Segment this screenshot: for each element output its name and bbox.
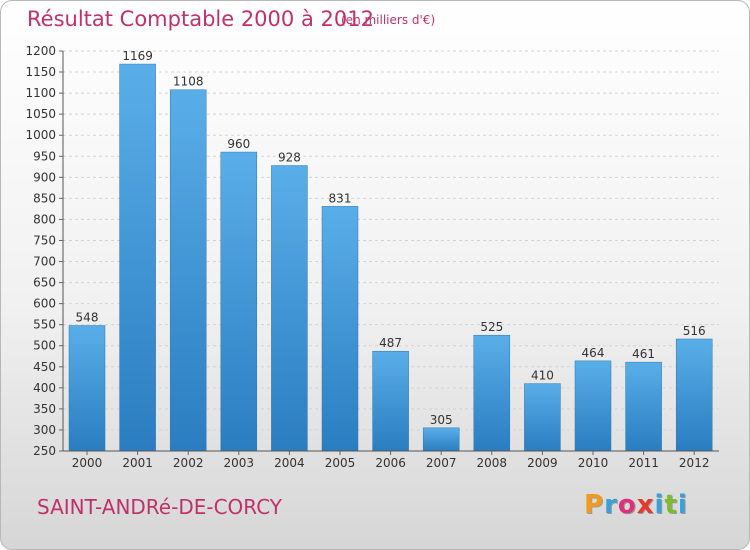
bar — [220, 151, 258, 452]
y-tick-label: 650 — [33, 276, 56, 290]
logo-letter: o — [617, 490, 637, 520]
y-tick-label: 450 — [33, 360, 56, 374]
x-tick-label: 2003 — [224, 456, 255, 470]
commune-name: SAINT-ANDRé-DE-CORCY — [37, 495, 283, 519]
x-tick-label: 2000 — [72, 456, 103, 470]
bars: 548 1169 1108 960 928 831 487 305 525 410 464 461 51… — [68, 49, 713, 452]
y-tick-label: 900 — [33, 170, 56, 184]
y-tick-label: 1100 — [25, 86, 56, 100]
y-tick-label: 600 — [33, 297, 56, 311]
chart-subtitle: (en milliers d'€) — [341, 13, 436, 27]
y-tick-label: 700 — [33, 255, 56, 269]
bar-value-label: 960 — [227, 137, 250, 151]
proxiti-logo: Proxiti — [584, 490, 688, 520]
x-tick-label: 2002 — [173, 456, 204, 470]
bar — [524, 383, 561, 452]
y-tick-label: 500 — [33, 339, 56, 353]
bar — [422, 427, 460, 452]
bar — [372, 350, 409, 452]
bar-value-label: 464 — [582, 346, 605, 360]
x-tick-label: 2012 — [679, 456, 710, 470]
bar-value-label: 831 — [329, 191, 352, 205]
bar — [321, 206, 359, 452]
logo-letter: i — [677, 490, 688, 520]
x-tick-label: 2008 — [477, 456, 508, 470]
y-tick-label: 800 — [33, 212, 56, 226]
y-tick-label: 350 — [33, 402, 56, 416]
bar — [169, 89, 207, 452]
y-tick-label: 250 — [33, 444, 56, 458]
y-tick-label: 550 — [33, 318, 56, 332]
x-axis: 2000 2001 2002 2003 2004 2005 2006 2007 2008 2009… — [63, 450, 719, 470]
bar-value-label: 516 — [683, 324, 706, 338]
bar-value-label: 305 — [430, 413, 453, 427]
y-tick-label: 1000 — [25, 128, 56, 142]
y-tick-label: 1050 — [25, 107, 56, 121]
bar-value-label: 548 — [76, 311, 99, 325]
bar-value-label: 525 — [480, 320, 503, 334]
bar-value-label: 928 — [278, 151, 301, 165]
bar — [574, 360, 612, 452]
bar-value-label: 410 — [531, 369, 554, 383]
y-tick-label: 1200 — [25, 44, 56, 58]
chart-title: Résultat Comptable 2000 à 2012 — [27, 7, 374, 31]
bar — [675, 338, 713, 452]
x-tick-label: 2011 — [628, 456, 659, 470]
y-tick-label: 1150 — [25, 65, 56, 79]
y-axis: 250 300 350 400 450 500 550 600 650 700 750 800 850 9… — [25, 44, 64, 458]
bar — [271, 165, 308, 452]
y-tick-label: 400 — [33, 381, 56, 395]
x-tick-label: 2009 — [527, 456, 558, 470]
x-tick-label: 2007 — [426, 456, 457, 470]
y-tick-label: 300 — [33, 423, 56, 437]
bar — [625, 361, 662, 452]
x-tick-label: 2004 — [274, 456, 305, 470]
y-tick-label: 750 — [33, 233, 56, 247]
y-tick-label: 850 — [33, 191, 56, 205]
x-tick-label: 2005 — [325, 456, 356, 470]
logo-letter: i — [654, 490, 665, 520]
logo-letter: x — [636, 490, 655, 520]
bar — [119, 63, 156, 452]
logo-letter: r — [604, 490, 618, 520]
logo-letter: P — [584, 490, 605, 520]
bar — [473, 334, 511, 452]
x-tick-label: 2006 — [375, 456, 406, 470]
y-tick-label: 950 — [33, 149, 56, 163]
bar-value-label: 1108 — [173, 75, 204, 89]
bar-value-label: 487 — [379, 336, 402, 350]
bar — [68, 325, 106, 452]
x-tick-label: 2010 — [578, 456, 609, 470]
bar-value-label: 461 — [632, 347, 655, 361]
bar-value-label: 1169 — [122, 49, 153, 63]
x-tick-label: 2001 — [122, 456, 153, 470]
logo-letter: t — [664, 490, 678, 520]
